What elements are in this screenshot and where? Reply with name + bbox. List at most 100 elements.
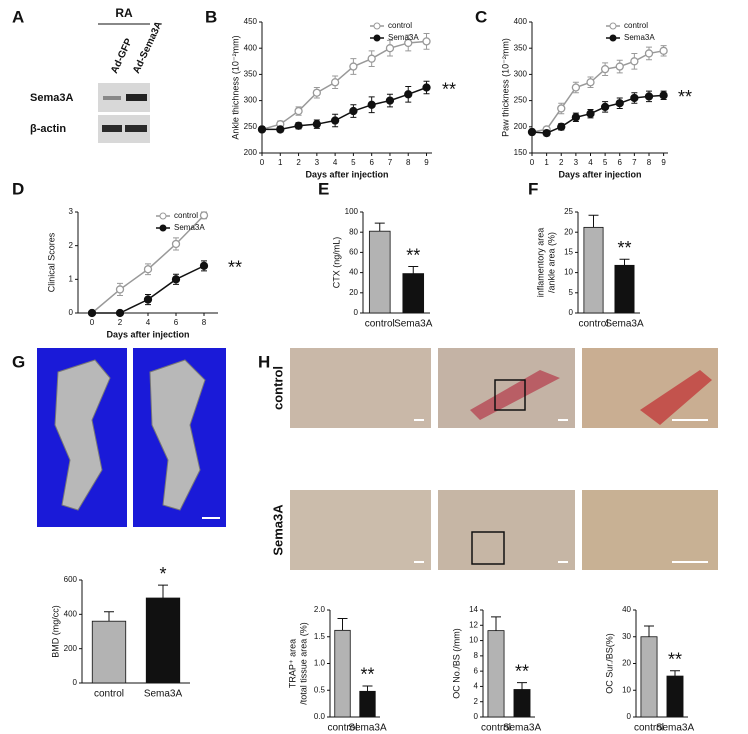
y-tick-label: 3 bbox=[69, 207, 74, 216]
legend-marker bbox=[373, 34, 381, 42]
x-tick-label: 3 bbox=[315, 158, 320, 167]
marker bbox=[115, 308, 125, 318]
x-tick-label: 4 bbox=[146, 318, 151, 327]
bar bbox=[368, 230, 391, 314]
legend-marker bbox=[609, 22, 617, 30]
y-axis-label: CTX (ng/mL) bbox=[331, 237, 341, 289]
y-tick-label: 450 bbox=[244, 17, 258, 26]
x-tick-label: 0 bbox=[90, 318, 95, 327]
x-tick-label: 6 bbox=[174, 318, 179, 327]
panel-letter: E bbox=[318, 179, 329, 198]
marker bbox=[349, 62, 358, 71]
x-tick-label: 7 bbox=[388, 158, 393, 167]
x-tick-label: 4 bbox=[333, 158, 338, 167]
error-bar bbox=[408, 266, 419, 274]
y-axis-label: OC No./BS (/mm) bbox=[451, 628, 461, 699]
marker bbox=[644, 49, 654, 58]
y-tick-label: 200 bbox=[514, 122, 528, 131]
x-tick-label: 5 bbox=[603, 158, 608, 167]
bar bbox=[640, 636, 658, 718]
marker bbox=[87, 308, 97, 318]
bar bbox=[614, 264, 635, 314]
marker bbox=[199, 261, 209, 271]
bone-render bbox=[54, 359, 111, 511]
marker bbox=[586, 78, 595, 87]
significance: ** bbox=[617, 238, 631, 258]
bar bbox=[402, 273, 425, 314]
bar bbox=[583, 226, 604, 314]
y-tick-label: 2 bbox=[69, 241, 74, 250]
y-tick-label: 300 bbox=[244, 96, 258, 105]
marker bbox=[276, 125, 285, 134]
bar bbox=[359, 690, 376, 718]
y-tick-label: 0 bbox=[474, 712, 479, 721]
y-tick-label: 0 bbox=[569, 308, 574, 317]
y-tick-label: 400 bbox=[64, 609, 78, 618]
y-tick-label: 300 bbox=[514, 70, 528, 79]
blot-band bbox=[126, 94, 147, 101]
y-axis-label: /total tissue area (%) bbox=[298, 622, 308, 705]
panel-letter: C bbox=[475, 7, 487, 26]
x-tick-label: 8 bbox=[202, 318, 207, 327]
x-tick-label: control bbox=[634, 723, 664, 734]
marker bbox=[143, 265, 153, 274]
panel-letter: D bbox=[12, 179, 24, 198]
y-axis-label: Paw thickness (10⁻²mm) bbox=[500, 38, 510, 137]
legend-label: control bbox=[624, 21, 648, 30]
error-bar bbox=[104, 611, 114, 622]
marker bbox=[312, 120, 321, 129]
y-tick-label: 10 bbox=[469, 636, 478, 645]
marker bbox=[349, 106, 358, 116]
marker bbox=[586, 109, 595, 118]
marker bbox=[404, 38, 413, 48]
marker bbox=[385, 44, 395, 53]
histology-images bbox=[290, 348, 718, 570]
significance: ** bbox=[228, 258, 242, 278]
y-tick-label: 40 bbox=[349, 268, 358, 277]
y-tick-label: 0 bbox=[627, 712, 632, 721]
x-tick-label: 2 bbox=[296, 158, 301, 167]
y-tick-label: 150 bbox=[514, 148, 528, 157]
y-tick-label: 25 bbox=[564, 207, 573, 216]
y-tick-label: 12 bbox=[469, 620, 478, 629]
error-bar bbox=[374, 222, 385, 232]
y-tick-label: 5 bbox=[569, 288, 574, 297]
significance: ** bbox=[442, 79, 456, 99]
histology-image bbox=[438, 490, 575, 570]
histology-image bbox=[582, 490, 718, 570]
y-tick-label: 0.5 bbox=[314, 685, 326, 694]
blot-row-label: Sema3A bbox=[30, 92, 73, 104]
marker bbox=[600, 102, 610, 112]
marker bbox=[600, 65, 610, 74]
y-tick-label: 1.0 bbox=[314, 659, 326, 668]
panel-letter: H bbox=[258, 352, 270, 371]
y-tick-label: 40 bbox=[622, 605, 631, 614]
marker bbox=[312, 88, 321, 97]
y-tick-label: 200 bbox=[64, 644, 78, 653]
y-tick-label: 20 bbox=[349, 288, 358, 297]
row-label: control bbox=[270, 366, 285, 410]
x-tick-label: 3 bbox=[574, 158, 579, 167]
marker bbox=[294, 121, 303, 130]
marker bbox=[257, 125, 267, 134]
row-label: Sema3A bbox=[270, 504, 285, 556]
marker bbox=[330, 116, 340, 125]
y-tick-label: 6 bbox=[474, 666, 479, 675]
y-tick-label: 400 bbox=[244, 43, 258, 52]
significance: ** bbox=[515, 661, 529, 681]
lane-label: Ad-Sema3A bbox=[131, 20, 165, 76]
bar bbox=[513, 689, 531, 718]
significance: ** bbox=[406, 245, 420, 265]
error-bar bbox=[517, 682, 527, 690]
y-tick-label: 10 bbox=[564, 268, 573, 277]
blot-band bbox=[103, 96, 121, 100]
marker bbox=[294, 106, 303, 116]
x-tick-label: 2 bbox=[559, 158, 564, 167]
y-tick-label: 20 bbox=[622, 659, 631, 668]
marker bbox=[659, 46, 668, 55]
bar bbox=[666, 675, 684, 718]
significance: ** bbox=[678, 87, 692, 107]
y-tick-label: 14 bbox=[469, 605, 478, 614]
legend-label: control bbox=[388, 21, 412, 30]
